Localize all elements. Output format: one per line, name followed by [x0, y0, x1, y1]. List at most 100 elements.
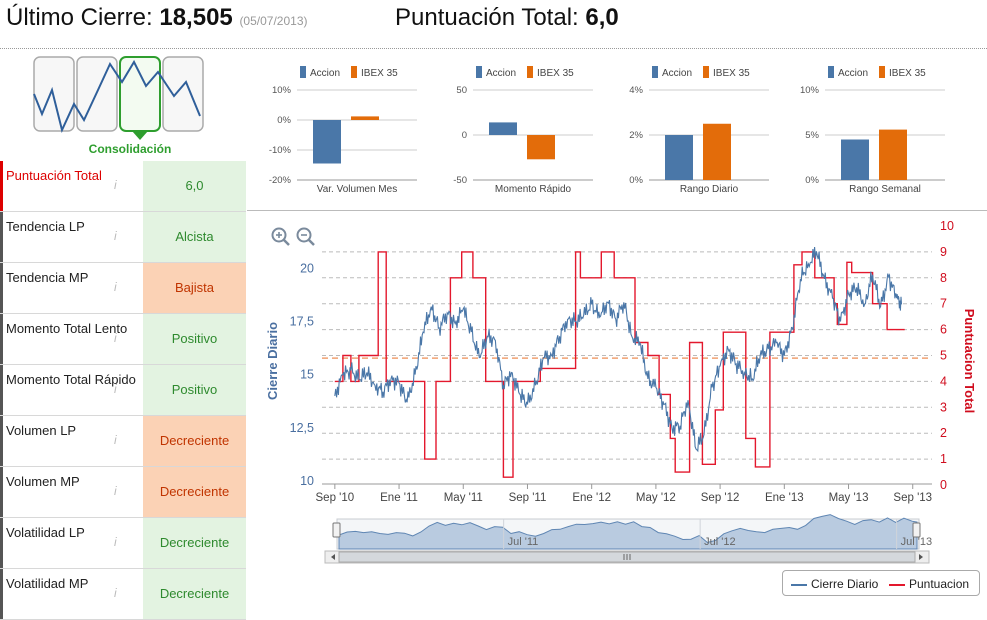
indicator-row: Volatilidad LP i Decreciente [0, 518, 246, 569]
legend-price-swatch [791, 583, 807, 586]
right-tick-label: 5 [940, 349, 947, 363]
legend-price[interactable]: Cierre Diario [791, 577, 878, 591]
y-tick-label: 0 [462, 130, 467, 141]
info-icon[interactable]: i [114, 280, 117, 294]
legend-swatch-accion [476, 66, 482, 78]
right-tick-label: 10 [940, 219, 954, 233]
info-icon[interactable]: i [114, 433, 117, 447]
bar-chart-title: Momento Rápido [495, 184, 572, 195]
navigator-handle-right[interactable] [912, 522, 921, 538]
bar-chart-title: Rango Semanal [849, 184, 921, 195]
indicator-value: Alcista [143, 212, 246, 262]
score-series-line[interactable] [334, 251, 905, 478]
bar-chart-title: Rango Diario [680, 184, 739, 195]
indicator-value: Decreciente [143, 467, 246, 517]
bar-legend: Accion IBEX 35 [828, 66, 926, 79]
price-score-chart: 0 1 2 3 4 5 6 7 8 9 10 10 12,5 15 17,5 20 Cierre Diario P… [265, 219, 977, 564]
bar-accion[interactable] [313, 120, 341, 164]
bar-ibex[interactable] [527, 135, 555, 160]
info-icon[interactable]: i [114, 484, 117, 498]
right-tick-label: 0 [940, 478, 947, 492]
indicator-label: Tendencia MP [0, 263, 142, 313]
indicator-row: Momento Total Rápido i Positivo [0, 365, 246, 416]
info-icon[interactable]: i [114, 535, 117, 549]
last-close-value: 18,505 [159, 4, 233, 31]
y-tick-label: 10% [272, 85, 292, 96]
x-tick-label: Sep '12 [701, 492, 740, 504]
indicator-value: 6,0 [143, 161, 246, 211]
legend-swatch-ibex [879, 66, 885, 78]
pattern-thumbnails [33, 56, 204, 140]
legend-score[interactable]: Puntuacion [889, 577, 969, 591]
bar-chart: Accion IBEX 35 50 0 -50 Momento Rápido [453, 66, 593, 195]
price-series-line[interactable] [334, 247, 903, 453]
zoom-in-lens [271, 227, 287, 243]
section-divider [247, 210, 987, 211]
x-tick-label: May '13 [829, 492, 869, 504]
info-icon[interactable]: i [114, 382, 117, 396]
indicator-label: Tendencia LP [0, 212, 142, 262]
bar-accion[interactable] [489, 122, 517, 135]
right-tick-label: 1 [940, 452, 947, 466]
indicator-label: Volumen MP [0, 467, 142, 517]
indicator-label: Volumen LP [0, 416, 142, 466]
info-icon[interactable]: i [114, 586, 117, 600]
x-tick-label: Sep '10 [316, 492, 355, 504]
navigator-label: Jul '12 [704, 536, 735, 548]
total-score-value: 6,0 [585, 4, 619, 31]
indicator-value: Positivo [143, 314, 246, 364]
last-close: Último Cierre: 18,505 (05/07/2013) [6, 4, 308, 32]
info-icon[interactable]: i [114, 229, 117, 243]
range-navigator[interactable]: Jul '11 Jul '12 Jul '13 [332, 514, 932, 550]
x-tick-label: May '12 [636, 492, 676, 504]
pattern-panel[interactable] [119, 56, 161, 132]
legend-swatch-ibex [527, 66, 533, 78]
indicator-label: Momento Total Rápido [0, 365, 142, 415]
legend-swatch-accion [828, 66, 834, 78]
legend-label-ibex: IBEX 35 [713, 68, 750, 79]
indicator-row: Volumen MP i Decreciente [0, 467, 246, 518]
indicator-value: Positivo [143, 365, 246, 415]
y-tick-label: -50 [453, 175, 467, 186]
indicator-row: Volumen LP i Decreciente [0, 416, 246, 467]
zoom-out-handle [308, 239, 315, 246]
bar-accion[interactable] [665, 135, 693, 180]
x-tick-label: Sep '11 [509, 492, 547, 504]
zoom-in-icon[interactable] [271, 227, 290, 246]
indicator-row: Tendencia LP i Alcista [0, 212, 246, 263]
right-tick-label: 6 [940, 323, 947, 337]
navigator-label: Jul '11 [508, 536, 539, 548]
bar-accion[interactable] [841, 139, 869, 181]
y-tick-label: 4% [629, 85, 643, 96]
indicator-row: Tendencia MP i Bajista [0, 263, 246, 314]
last-close-label: Último Cierre: [6, 4, 153, 31]
legend-label-accion: Accion [662, 68, 692, 79]
right-tick-label: 8 [940, 271, 947, 285]
scroll-right-arrow-icon[interactable] [919, 554, 923, 560]
left-tick-label: 17,5 [290, 314, 314, 328]
pattern-panel[interactable] [162, 56, 204, 132]
bar-legend: Accion IBEX 35 [652, 66, 750, 79]
scroll-left-arrow-icon[interactable] [331, 554, 335, 560]
bar-chart: Accion IBEX 35 4% 2% 0% Rango Diario [629, 66, 769, 195]
indicator-row: Volatilidad MP i Decreciente [0, 569, 246, 620]
info-icon[interactable]: i [114, 331, 117, 345]
indicator-list: Puntuación Total i 6,0 Tendencia LP i Alcista… [0, 161, 246, 620]
indicator-row: Momento Total Lento i Positivo [0, 314, 246, 365]
info-icon[interactable]: i [114, 178, 117, 192]
main-legend[interactable]: Cierre Diario Puntuacion [782, 570, 980, 596]
bar-ibex[interactable] [879, 129, 907, 180]
legend-label-ibex: IBEX 35 [889, 68, 926, 79]
legend-swatch-accion [300, 66, 306, 78]
navigator-handle-left[interactable] [332, 522, 341, 538]
zoom-out-icon[interactable] [296, 227, 315, 246]
y-tick-label: 0% [629, 175, 643, 186]
navigator-scrollbar[interactable] [324, 550, 930, 564]
bar-ibex[interactable] [351, 116, 379, 120]
total-score-label: Puntuación Total: [395, 4, 579, 31]
x-tick-label: Sep '13 [893, 492, 932, 504]
total-score: Puntuación Total: 6,0 [395, 4, 619, 32]
x-tick-label: Ene '11 [380, 492, 418, 504]
bar-ibex[interactable] [703, 123, 731, 180]
legend-label-accion: Accion [310, 68, 340, 79]
